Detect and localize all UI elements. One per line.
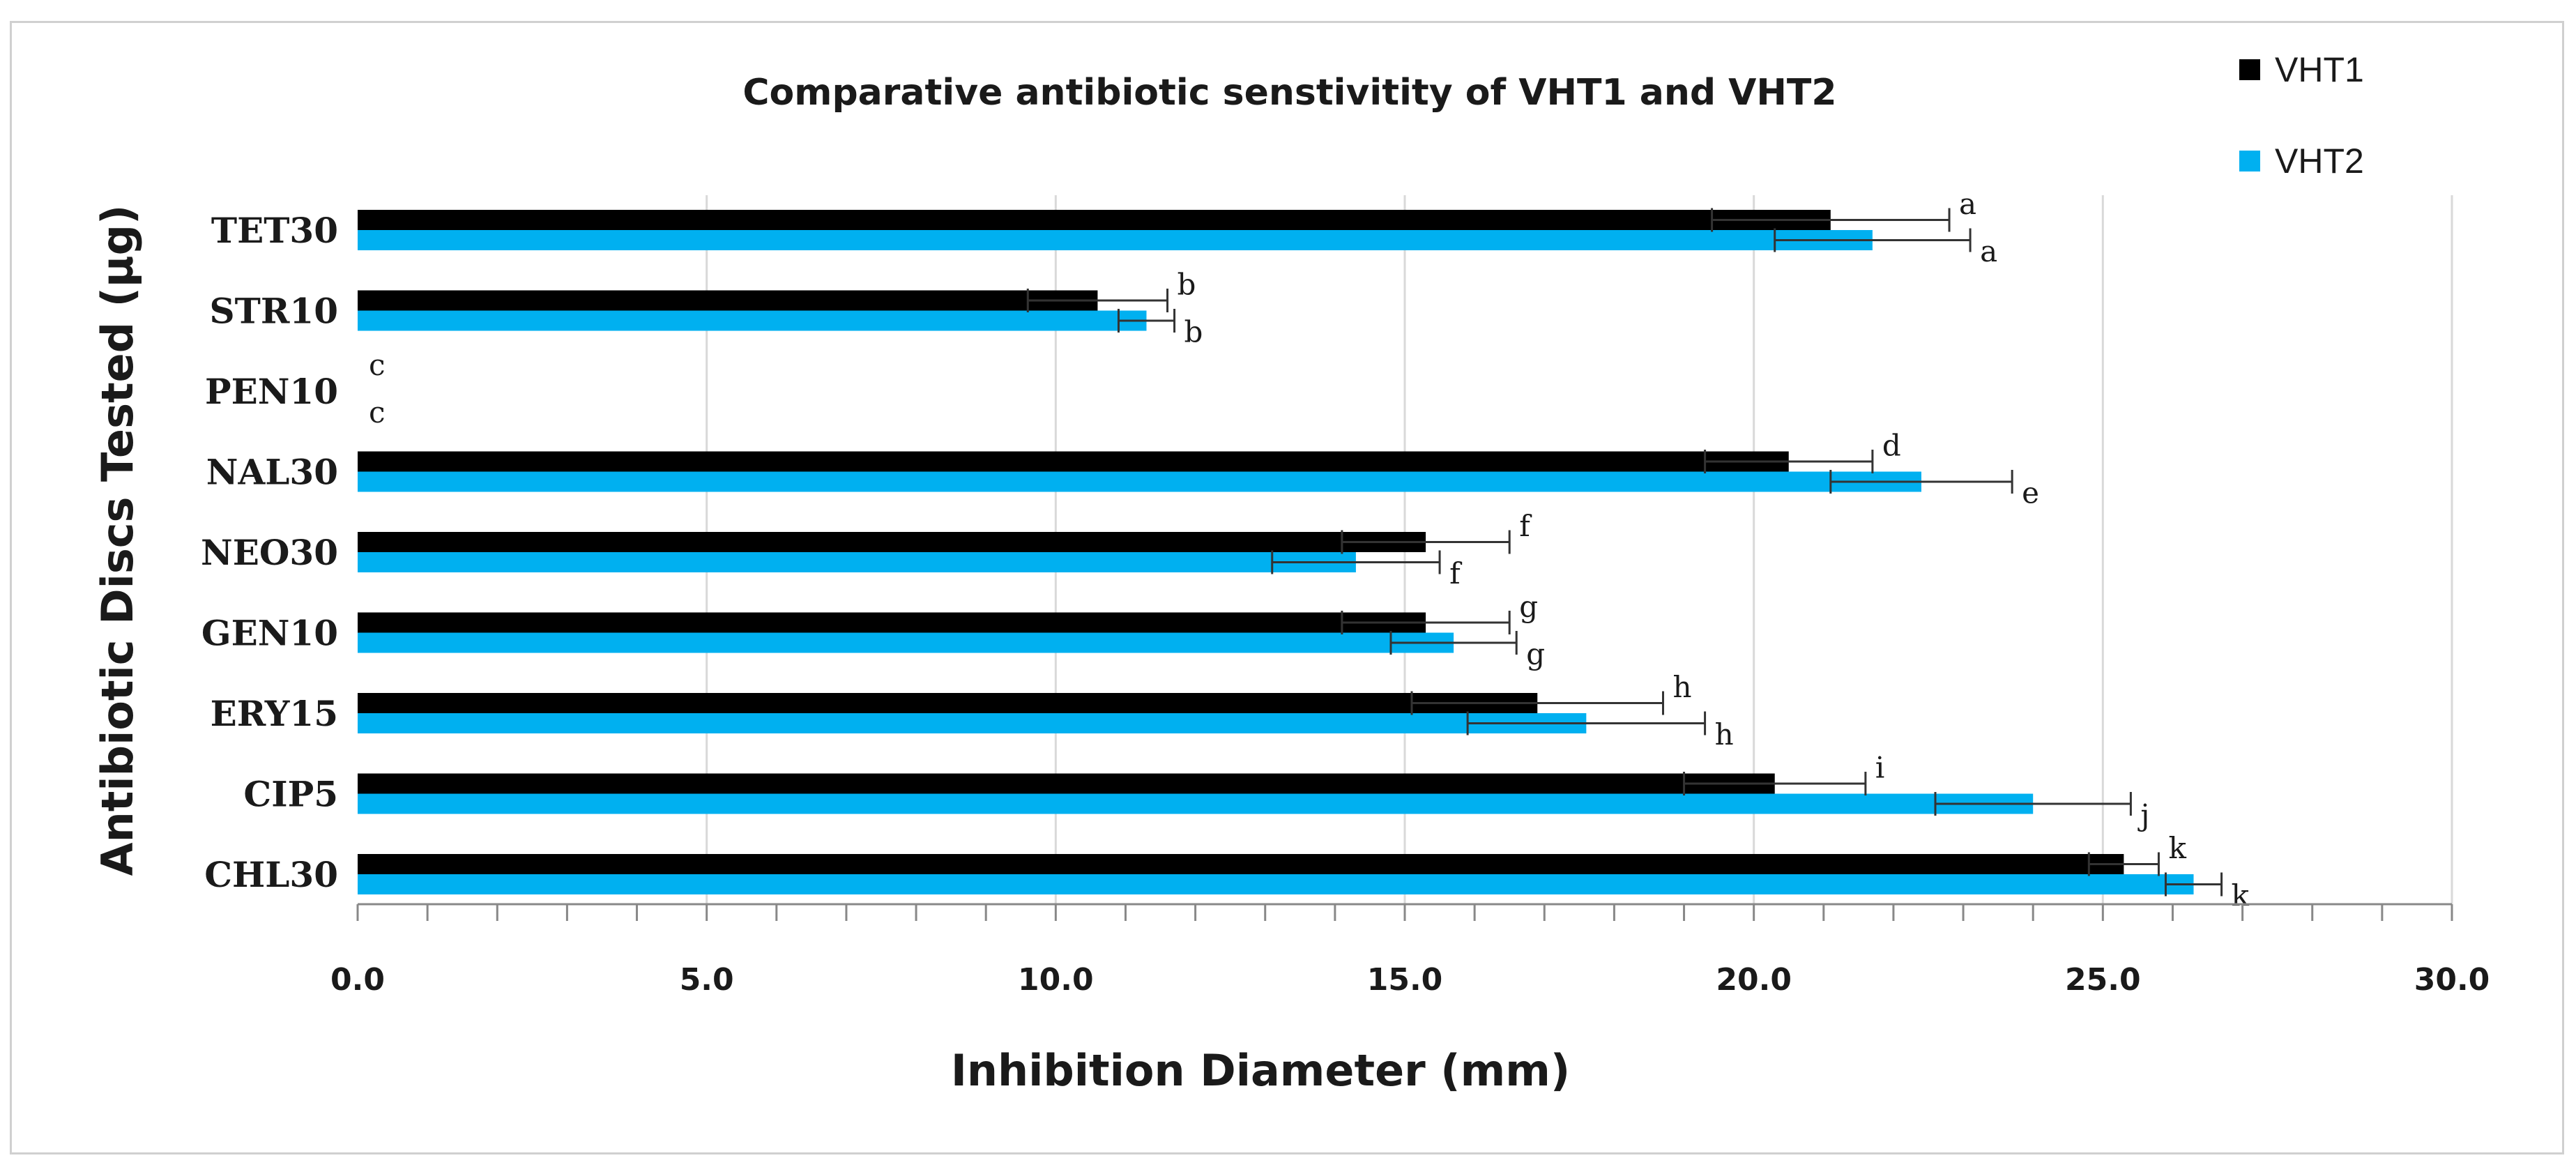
x-tick-label-5.0: 5.0 [680,962,734,998]
category-label-str10: STR10 [210,291,338,332]
legend-swatch-vht1 [2239,59,2260,80]
x-axis-title: Inhibition Diameter (mm) [951,1045,1570,1096]
error-bar-vht2-neo30 [1271,550,1441,574]
bar-vht2-gen10 [358,632,1454,653]
legend-label-vht2: VHT2 [2275,142,2364,181]
x-axis-tick-labels: 0.0 5.0 10.0 15.0 20.0 25.0 30.0 [330,962,2490,998]
bar-vht1-tet30 [358,210,1831,230]
error-bar-vht2-ery15 [1466,711,1707,735]
bars [358,210,2194,894]
bar-vht2-neo30 [358,552,1356,572]
category-label-neo30: NEO30 [201,532,338,573]
significance-letter-vht2-cip5: j [2137,798,2149,832]
category-label-ery15: ERY15 [211,693,338,734]
bar-vht2-nal30 [358,471,1921,492]
error-bar-vht2-str10 [1117,309,1176,333]
x-tick-label-15.0: 15.0 [1367,962,1443,998]
error-bar-vht2-nal30 [1829,470,2013,494]
error-bar-vht1-chl30 [2087,852,2160,876]
significance-letter-vht2-pen10: c [369,395,386,429]
significance-letter-vht2-neo30: f [1449,556,1463,590]
significance-letter-vht2-gen10: g [1526,637,1545,671]
significance-letter-vht1-nal30: d [1882,429,1901,463]
bar-vht1-gen10 [358,612,1426,633]
significance-letter-vht2-chl30: k [2232,878,2250,913]
significance-letter-vht1-pen10: c [369,348,386,382]
significance-letter-vht1-tet30: a [1959,187,1976,221]
significance-letter-vht2-ery15: h [1715,717,1734,752]
significance-letter-vht2-tet30: a [1980,234,1997,268]
x-axis-minor-ticks [356,904,2453,921]
x-tick-label-20.0: 20.0 [1716,962,1792,998]
error-bar-vht1-str10 [1026,289,1169,312]
bar-vht1-cip5 [358,773,1775,794]
bar-vht1-nal30 [358,451,1789,472]
bar-vht2-ery15 [358,713,1587,733]
significance-letter-vht1-cip5: i [1875,751,1884,785]
x-tick-label-25.0: 25.0 [2065,962,2141,998]
category-label-pen10: PEN10 [205,371,338,412]
significance-letter-vht1-chl30: k [2168,831,2186,865]
x-tick-label-10.0: 10.0 [1018,962,1094,998]
error-bar-vht1-tet30 [1711,208,1951,232]
bar-vht1-str10 [358,290,1098,311]
error-bar-vht1-cip5 [1683,772,1867,795]
category-label-chl30: CHL30 [204,854,338,895]
category-labels: TET30 STR10 PEN10 NAL30 NEO30 GEN10 ERY15 CIP5 C… [201,210,338,895]
bar-vht2-cip5 [358,793,2034,814]
bar-vht1-neo30 [358,532,1426,552]
bar-vht1-ery15 [358,693,1538,713]
significance-letter-vht1-ery15: h [1672,670,1691,704]
legend-swatch-vht2 [2239,151,2260,171]
error-bar-vht1-ery15 [1410,691,1664,715]
error-bar-vht1-nal30 [1704,450,1874,473]
bar-vht2-tet30 [358,230,1873,250]
significance-letter-vht2-str10: b [1184,315,1203,349]
error-bar-vht2-chl30 [2164,872,2223,897]
legend: VHT1 VHT2 [2239,50,2364,181]
bar-vht2-str10 [358,310,1147,331]
error-bars [1026,208,2223,897]
x-tick-label-0.0: 0.0 [330,962,385,998]
bar-vht1-chl30 [358,854,2124,874]
error-bar-vht1-neo30 [1341,530,1511,554]
error-bar-vht2-cip5 [1934,792,2132,816]
chart-title: Comparative antibiotic senstivitity of V… [742,72,1836,114]
significance-letter-vht2-nal30: e [2022,476,2039,510]
significance-letter-vht1-gen10: g [1519,590,1538,624]
category-label-cip5: CIP5 [243,774,338,815]
category-label-tet30: TET30 [211,210,338,251]
error-bar-vht2-tet30 [1774,228,1972,252]
category-label-gen10: GEN10 [201,613,338,654]
bar-vht2-chl30 [358,874,2194,894]
legend-label-vht1: VHT1 [2275,50,2364,89]
x-tick-label-30.0: 30.0 [2414,962,2490,998]
significance-letter-vht1-neo30: f [1519,509,1532,543]
error-bar-vht2-gen10 [1389,631,1518,655]
y-axis-title: Antibiotic Discs Tested (µg) [92,205,143,876]
error-bar-vht1-gen10 [1341,611,1511,634]
category-label-nal30: NAL30 [206,452,338,493]
significance-letter-vht1-str10: b [1178,268,1196,302]
